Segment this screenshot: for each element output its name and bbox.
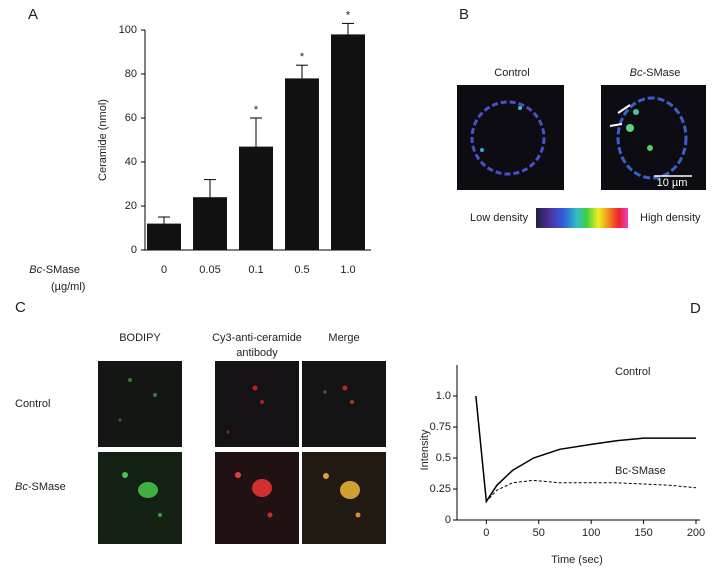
x-tick-label: 0.5 <box>294 264 309 276</box>
image <box>457 85 564 190</box>
row-title: Bc-SMase <box>15 481 66 493</box>
row-title: -SMase <box>28 481 66 493</box>
x-tick-label: 1.0 <box>340 264 355 276</box>
bar <box>193 197 227 250</box>
column-title: BODIPY <box>119 332 161 344</box>
y-tick-label: 40 <box>125 156 137 168</box>
significance-mark: * <box>254 104 259 116</box>
column-title: Merge <box>328 332 359 344</box>
column-title: -SMase <box>642 67 680 79</box>
x-tick-label: 150 <box>634 527 652 539</box>
significance-mark: * <box>300 51 305 63</box>
row-title: Bc <box>15 481 28 493</box>
column-title: antibody <box>236 347 278 359</box>
bar <box>331 34 365 251</box>
y-tick-label: 80 <box>125 68 137 80</box>
column-title: Bc <box>630 67 643 79</box>
x-tick-label: 100 <box>582 527 600 539</box>
column-title: Control <box>494 67 529 79</box>
column-title: Control <box>494 67 529 79</box>
y-tick-label: 20 <box>125 200 137 212</box>
x-tick-label: 0.1 <box>248 264 263 276</box>
column-title: Cy3-anti-ceramide <box>212 332 302 344</box>
significance-mark: * <box>346 9 351 21</box>
colorbar-label: High density <box>640 212 701 224</box>
series-label: Control <box>615 366 650 378</box>
y-tick-label: 0 <box>445 514 451 526</box>
bar <box>147 223 181 250</box>
image-grid <box>98 361 386 544</box>
x-axis-label: Bc-SMase <box>29 264 80 276</box>
panel-letter: B <box>459 6 469 23</box>
column-title: Bc-SMase <box>630 67 681 79</box>
y-tick-label: 0.25 <box>430 483 451 495</box>
x-tick-label: 200 <box>687 527 705 539</box>
y-tick-label: 0.5 <box>436 452 451 464</box>
bar <box>285 78 319 251</box>
series-label: Bc-SMase <box>615 465 666 477</box>
x-axis-label: -SMase <box>42 264 80 276</box>
colorbar-label: Low density <box>470 212 529 224</box>
x-tick-label: 0 <box>161 264 167 276</box>
x-tick-label: 50 <box>533 527 545 539</box>
x-tick-label: 0 <box>483 527 489 539</box>
y-axis-label: Ceramide (nmol) <box>97 99 109 181</box>
scale-bar-label: 10 µm <box>657 177 688 189</box>
x-tick-label: 0.05 <box>199 264 220 276</box>
x-axis-label: Bc <box>29 264 42 276</box>
colorbar <box>536 208 628 228</box>
row-title: Control <box>15 398 50 410</box>
x-axis-label: Time (sec) <box>551 554 603 566</box>
line <box>475 395 696 504</box>
bar <box>239 146 273 250</box>
panel-letter: D <box>690 300 701 317</box>
line <box>475 395 697 503</box>
y-tick-label: 100 <box>119 24 137 36</box>
y-tick-label: 0.75 <box>430 421 451 433</box>
y-axis-label: Intensity <box>419 429 431 470</box>
panel-letter: C <box>15 299 26 316</box>
y-tick-label: 60 <box>125 112 137 124</box>
x-axis-label: (µg/ml) <box>51 281 85 293</box>
panel-letter: A <box>28 6 38 23</box>
image <box>601 85 706 190</box>
y-tick-label: 0 <box>131 244 137 256</box>
y-tick-label: 1.0 <box>436 390 451 402</box>
